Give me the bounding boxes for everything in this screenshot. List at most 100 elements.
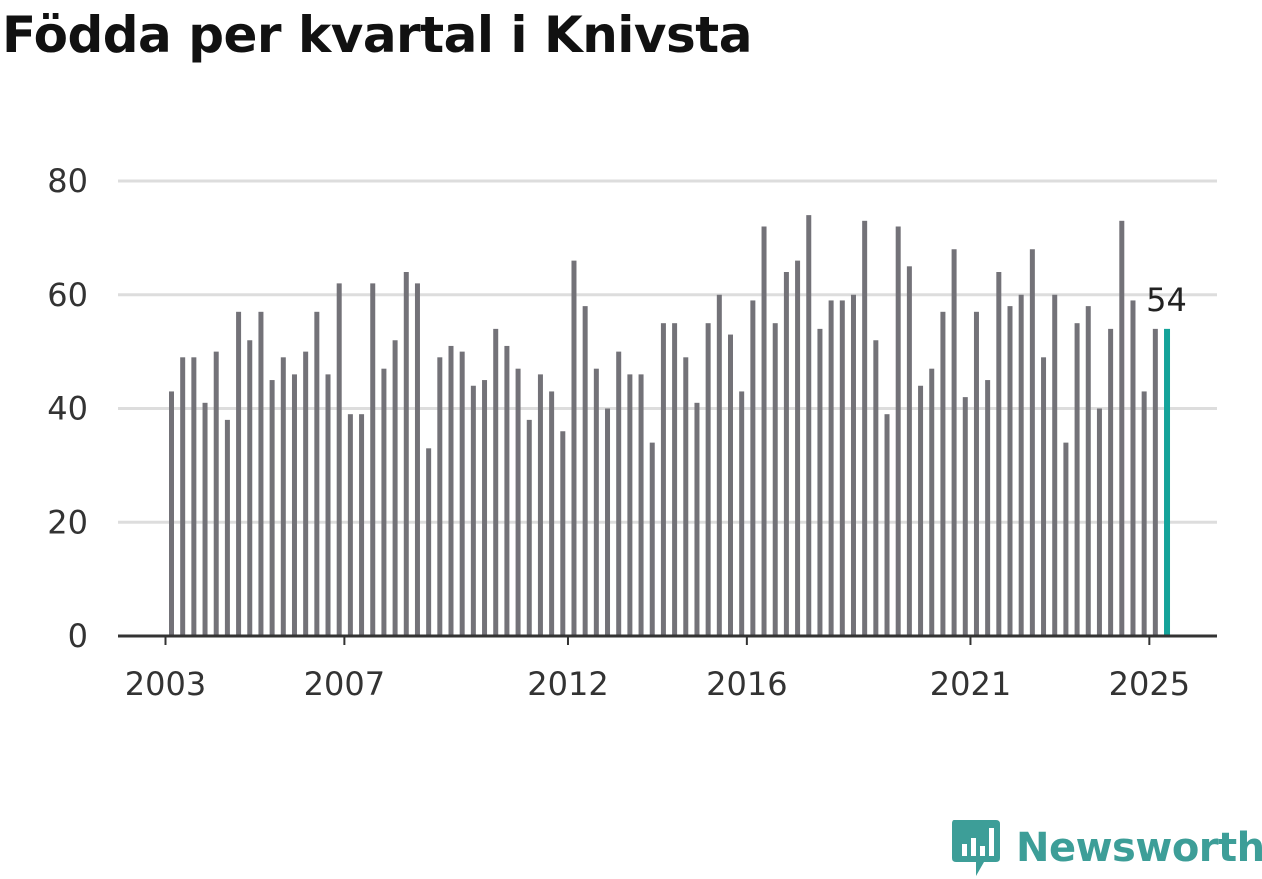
bar — [1141, 391, 1147, 636]
x-tick-label: 2003 — [125, 665, 206, 703]
bar — [929, 368, 935, 636]
bar — [370, 283, 376, 636]
bar — [627, 374, 633, 636]
bar — [191, 357, 197, 636]
bar — [303, 351, 309, 636]
bar — [783, 272, 789, 636]
bar — [895, 226, 901, 636]
bar — [336, 283, 342, 636]
bar — [1130, 300, 1136, 636]
bar — [470, 385, 476, 636]
bar — [1085, 306, 1091, 636]
bar — [347, 414, 353, 636]
bar — [459, 351, 465, 636]
bar — [761, 226, 767, 636]
bar — [616, 351, 622, 636]
bar — [437, 357, 443, 636]
bar — [862, 220, 868, 636]
newsworthy-logo[interactable]: Newsworthy — [950, 818, 1262, 878]
bar — [806, 215, 812, 636]
bar — [224, 419, 230, 636]
bar — [325, 374, 331, 636]
bar — [392, 340, 398, 636]
bar — [750, 300, 756, 636]
bar — [269, 380, 275, 636]
bar — [213, 351, 219, 636]
bar — [649, 442, 655, 636]
bar — [1029, 249, 1035, 636]
y-tick-label: 20 — [47, 503, 88, 541]
bar — [582, 306, 588, 636]
bar — [169, 391, 174, 636]
bar — [1074, 323, 1080, 636]
x-tick-label: 2025 — [1109, 665, 1190, 703]
brand-name: Newsworthy — [1016, 825, 1262, 871]
bar — [1108, 328, 1114, 636]
bar — [962, 397, 968, 636]
bar — [280, 357, 286, 636]
bar — [839, 300, 845, 636]
bar — [951, 249, 957, 636]
x-tick-label: 2012 — [527, 665, 608, 703]
bar — [672, 323, 678, 636]
bar — [1096, 408, 1102, 636]
bar — [493, 328, 499, 636]
bar — [1063, 442, 1069, 636]
y-tick-label: 0 — [68, 617, 88, 655]
bar — [817, 328, 823, 636]
bar — [359, 414, 365, 636]
x-tick-label: 2016 — [706, 665, 787, 703]
bar — [828, 300, 834, 636]
bar — [314, 311, 320, 636]
bar — [291, 374, 297, 636]
bar — [772, 323, 778, 636]
bar — [482, 380, 488, 636]
bar — [940, 311, 946, 636]
bar — [448, 345, 454, 636]
bar — [403, 272, 409, 636]
bar — [705, 323, 711, 636]
bar — [716, 294, 722, 636]
bar — [1041, 357, 1047, 636]
bar — [549, 391, 555, 636]
bar — [515, 368, 521, 636]
bar — [526, 419, 532, 636]
bar — [906, 266, 912, 636]
bar — [236, 311, 242, 636]
bar — [638, 374, 644, 636]
bar — [1119, 220, 1125, 636]
bar — [918, 385, 924, 636]
bar — [202, 402, 208, 636]
bar — [504, 345, 510, 636]
bar — [683, 357, 689, 636]
x-tick-label: 2021 — [930, 665, 1011, 703]
bar — [560, 431, 566, 636]
bar — [537, 374, 543, 636]
y-tick-label: 80 — [47, 162, 88, 200]
labels: 0 20 40 60 80 2003 2007 2012 2016 2021 2025 54 — [47, 162, 1190, 703]
bar — [258, 311, 264, 636]
bar — [850, 294, 856, 636]
bar — [694, 402, 700, 636]
bar — [1018, 294, 1024, 636]
y-tick-label: 60 — [47, 276, 88, 314]
newsworthy-logo-icon — [952, 820, 1000, 876]
bar — [884, 414, 890, 636]
bar — [1152, 328, 1158, 636]
bar — [180, 357, 186, 636]
bar — [1007, 306, 1013, 636]
axes — [118, 634, 1217, 645]
bars — [169, 215, 1171, 636]
bar — [381, 368, 387, 636]
bar — [795, 260, 801, 636]
bar — [426, 448, 432, 636]
bar — [739, 391, 745, 636]
bar — [605, 408, 611, 636]
bar — [873, 340, 879, 636]
chart-title: Födda per kvartal i Knivsta — [2, 6, 752, 64]
bar — [728, 334, 733, 636]
bar — [414, 283, 420, 636]
bar-latest — [1164, 328, 1171, 636]
bar — [1052, 294, 1058, 636]
